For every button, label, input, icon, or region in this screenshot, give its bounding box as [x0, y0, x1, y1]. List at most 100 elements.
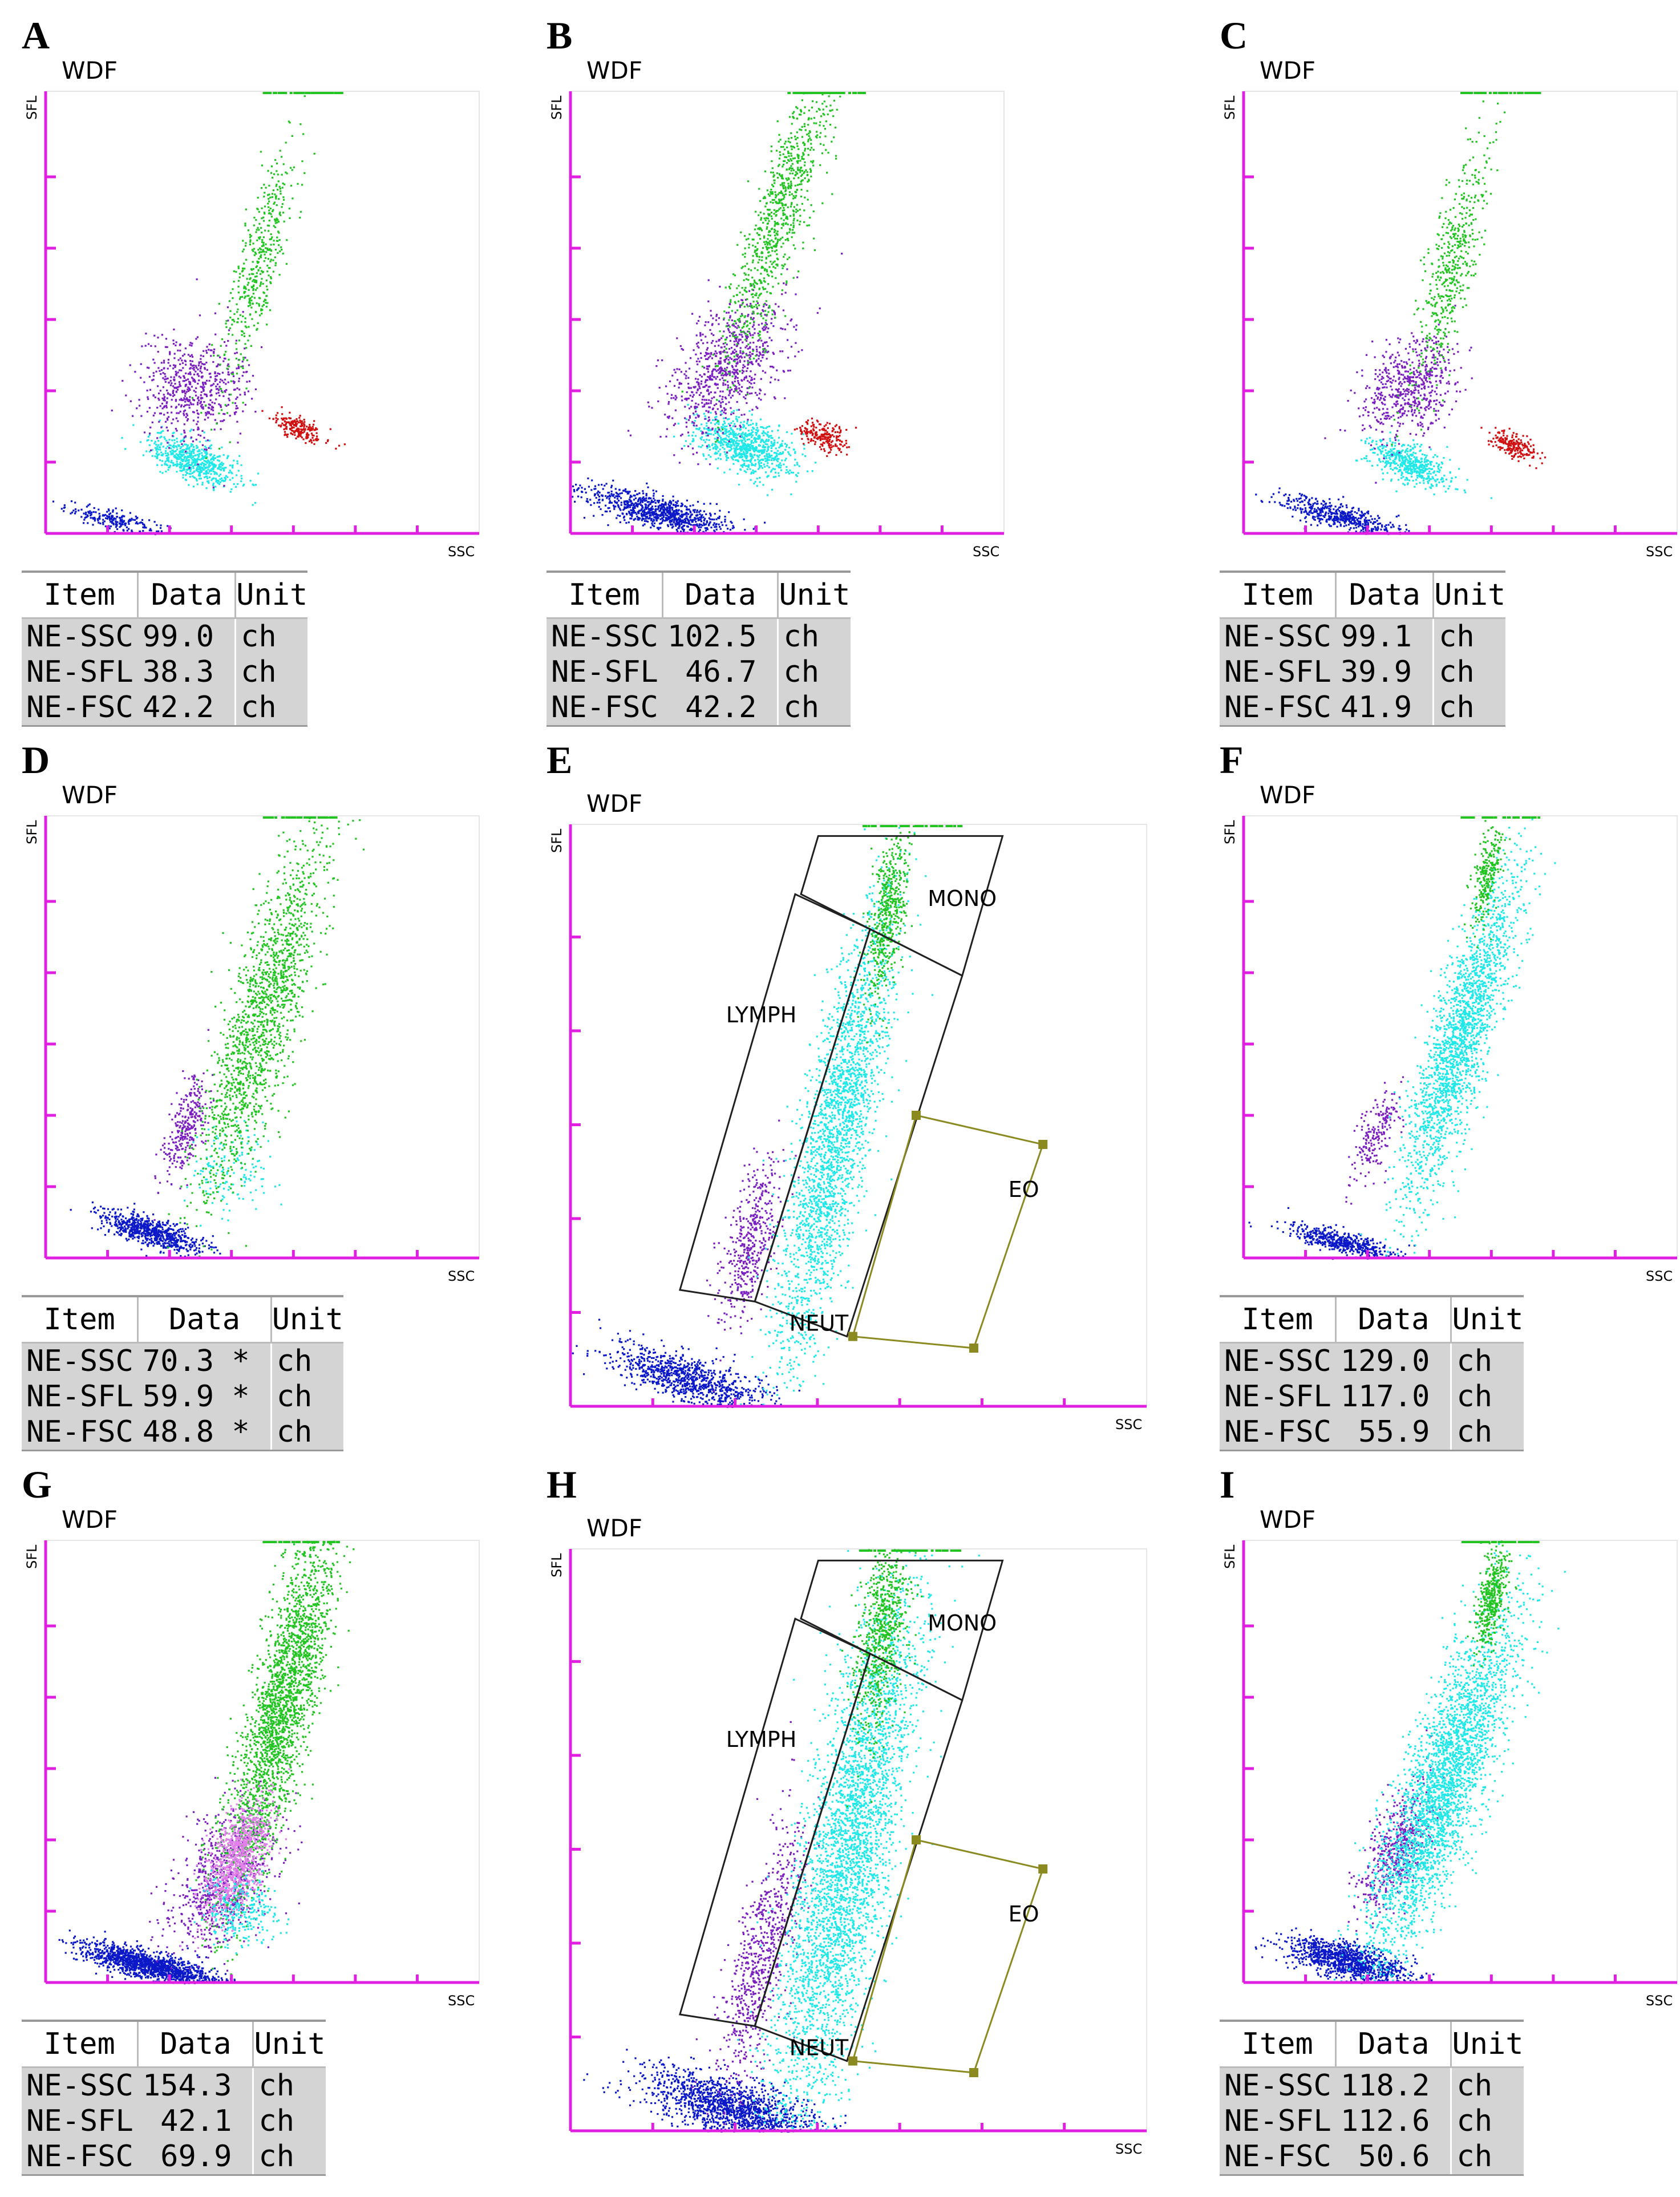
- point: [732, 436, 735, 438]
- point: [786, 431, 788, 434]
- point: [266, 249, 269, 251]
- point: [724, 453, 727, 455]
- point: [87, 511, 90, 513]
- point: [732, 352, 734, 354]
- point: [675, 525, 677, 527]
- point: [110, 521, 112, 523]
- point: [115, 522, 118, 524]
- point: [612, 479, 614, 482]
- cluster-neut: [673, 400, 817, 496]
- point: [786, 179, 788, 181]
- point: [654, 516, 657, 518]
- point: [253, 216, 256, 219]
- point: [642, 513, 644, 516]
- point: [670, 394, 673, 396]
- point: [705, 513, 707, 515]
- point: [199, 468, 202, 471]
- point: [213, 473, 216, 475]
- point: [142, 523, 144, 525]
- point: [183, 431, 185, 434]
- point: [598, 501, 601, 504]
- point: [625, 488, 627, 491]
- point: [653, 495, 655, 497]
- point: [800, 195, 803, 198]
- point: [258, 251, 261, 253]
- point: [197, 428, 200, 430]
- point: [271, 196, 273, 198]
- point: [669, 504, 671, 507]
- point: [298, 428, 300, 430]
- cluster-eo: [261, 406, 346, 450]
- point: [116, 521, 119, 523]
- point: [743, 425, 746, 427]
- point: [820, 143, 822, 145]
- point: [823, 100, 825, 103]
- point: [147, 398, 149, 400]
- point: [705, 399, 708, 401]
- point: [703, 412, 706, 415]
- point: [775, 210, 778, 212]
- point: [157, 337, 159, 339]
- point: [735, 442, 737, 444]
- point: [172, 435, 174, 437]
- point: [244, 286, 246, 289]
- point: [243, 285, 245, 288]
- point: [201, 375, 204, 378]
- point: [163, 398, 165, 400]
- point: [783, 187, 785, 189]
- point: [792, 448, 795, 451]
- point: [766, 456, 768, 458]
- point: [265, 251, 268, 253]
- point: [157, 440, 160, 442]
- point: [661, 503, 663, 505]
- point: [183, 454, 185, 456]
- point: [686, 521, 688, 524]
- point: [274, 92, 277, 94]
- point: [667, 524, 669, 526]
- point: [261, 271, 264, 273]
- point: [198, 399, 200, 402]
- point: [689, 516, 691, 519]
- point: [640, 512, 642, 515]
- point: [638, 503, 641, 505]
- point: [690, 528, 692, 530]
- point: [316, 428, 318, 430]
- point: [649, 503, 651, 505]
- point: [705, 523, 707, 525]
- point: [161, 464, 163, 466]
- point: [200, 463, 202, 465]
- point: [269, 92, 272, 94]
- point: [690, 387, 692, 389]
- point: [220, 428, 222, 430]
- point: [185, 391, 188, 393]
- point: [751, 462, 753, 464]
- point: [303, 421, 306, 423]
- point: [762, 247, 764, 249]
- point: [253, 224, 255, 226]
- point: [182, 380, 184, 382]
- point: [274, 220, 277, 222]
- point: [743, 462, 746, 465]
- point: [710, 310, 712, 312]
- point: [180, 451, 183, 453]
- point: [725, 455, 727, 458]
- point: [651, 520, 654, 523]
- point: [273, 240, 275, 242]
- point: [183, 466, 185, 468]
- point: [211, 463, 213, 466]
- point: [690, 519, 692, 521]
- point: [722, 400, 724, 403]
- point: [622, 509, 625, 511]
- point: [584, 488, 586, 490]
- point: [762, 327, 764, 330]
- point: [264, 92, 268, 94]
- point: [252, 268, 254, 270]
- point: [218, 303, 220, 305]
- point: [657, 527, 659, 529]
- point: [801, 203, 803, 205]
- point: [754, 439, 756, 442]
- point: [74, 501, 76, 504]
- point: [199, 471, 201, 474]
- point: [224, 390, 226, 392]
- point: [701, 380, 703, 382]
